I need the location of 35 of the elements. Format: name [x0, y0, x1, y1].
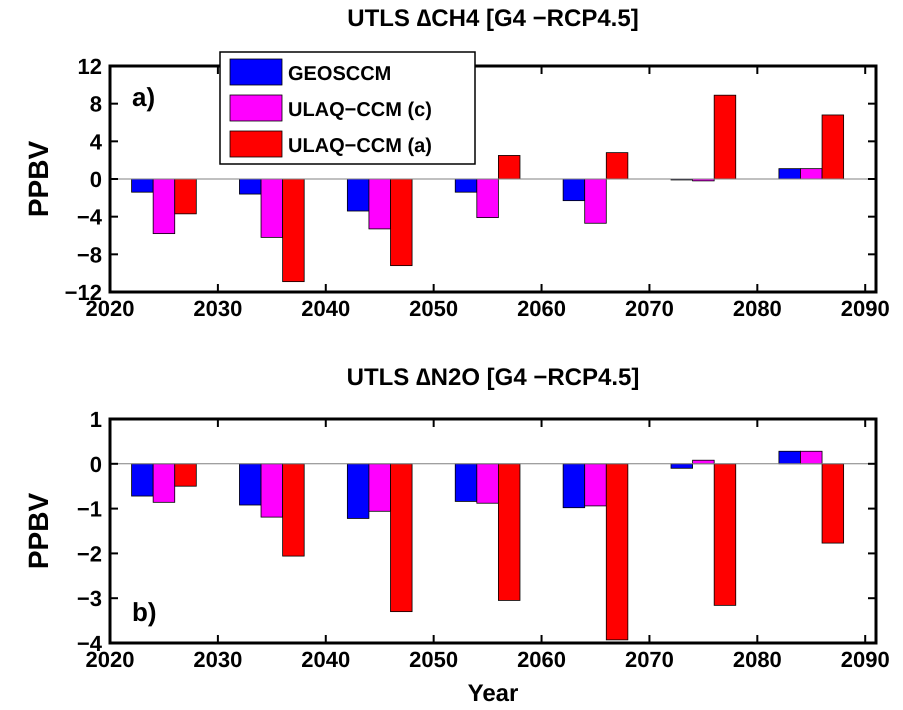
x-tick-label: 2070	[624, 296, 674, 321]
legend-label: GEOSCCM	[288, 63, 392, 85]
y-tick-label: 1	[90, 407, 102, 432]
y-tick-label: −2	[76, 541, 102, 566]
x-tick-label: 2060	[517, 296, 566, 321]
x-tick-label: 2030	[193, 296, 242, 321]
y-tick-label: 0	[90, 167, 102, 192]
x-tick-label: 2050	[409, 296, 458, 321]
y-tick-label: 8	[90, 92, 102, 117]
legend-label: ULAQ−CCM (c)	[288, 99, 432, 121]
y-tick-label: 0	[90, 452, 102, 477]
annotation: a)	[132, 82, 156, 112]
y-tick-label: −1	[76, 496, 102, 522]
chart-title: UTLS ∆CH4 [G4 −RCP4.5]	[347, 5, 639, 32]
x-tick-label: 2090	[840, 647, 890, 672]
x-tick-label: 2030	[193, 647, 242, 672]
y-tick-label: −8	[76, 242, 102, 268]
x-tick-label: 2040	[301, 647, 350, 672]
y-tick-label: 12	[78, 54, 102, 79]
x-tick-label: 2060	[517, 647, 566, 672]
y-tick-label: −4	[76, 204, 103, 230]
y-axis-title: PPBV	[23, 140, 54, 218]
x-tick-label: 2080	[732, 647, 782, 672]
y-axis-title: PPBV	[23, 492, 54, 570]
x-tick-label: 2040	[301, 296, 350, 321]
x-axis-title: Year	[468, 680, 518, 707]
x-tick-label: 2070	[624, 647, 674, 672]
chart-title: UTLS ∆N2O [G4 −RCP4.5]	[346, 364, 640, 391]
x-tick-label: 2050	[409, 647, 458, 672]
legend-label: ULAQ−CCM (a)	[288, 135, 432, 157]
annotation: b)	[132, 597, 157, 627]
x-tick-label: 2080	[732, 296, 782, 321]
y-tick-label: 4	[90, 129, 103, 154]
y-tick-label: −3	[76, 586, 102, 612]
x-tick-label: 2090	[840, 296, 890, 321]
